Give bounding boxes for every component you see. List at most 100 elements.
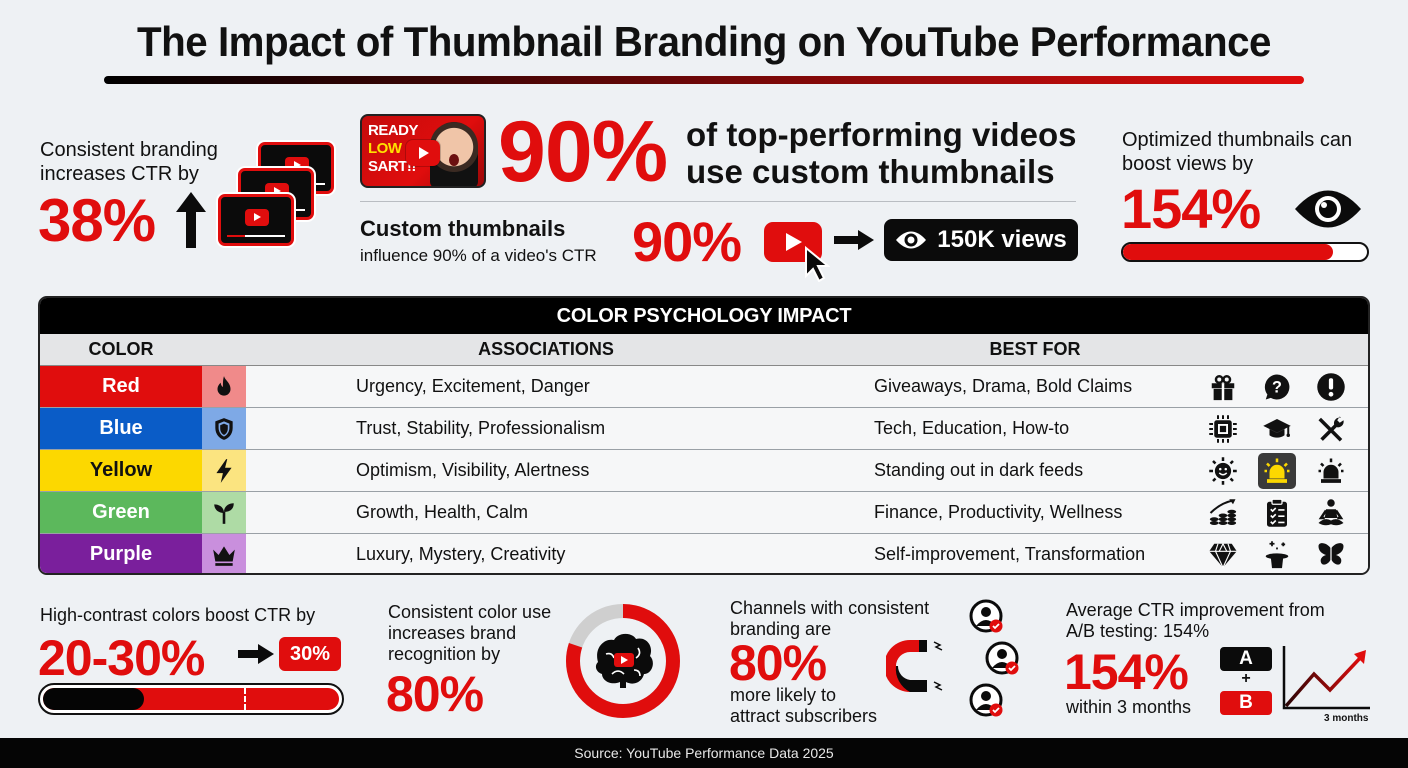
optimized-views-value: 154% xyxy=(1121,177,1261,240)
color-icon-cell xyxy=(202,408,246,449)
views-label: 150K views xyxy=(937,226,1067,253)
associations-cell: Optimism, Visibility, Alertness xyxy=(356,460,590,480)
coins-growth-icon-cell xyxy=(1204,495,1242,531)
subscribers-label: Channels with consistent branding are xyxy=(730,598,930,639)
high-contrast-value: 20-30% xyxy=(38,630,205,686)
eye-icon xyxy=(1295,190,1361,228)
views-badge: 150K views xyxy=(884,219,1078,261)
color-icon-cell xyxy=(202,492,246,533)
diamond-icon xyxy=(1209,541,1237,569)
subscriber-users-icon xyxy=(969,599,1019,717)
best-for-icons xyxy=(1204,537,1350,573)
youtube-play-cursor-icon xyxy=(764,222,830,282)
title-underline xyxy=(104,76,1304,84)
consistent-branding-value: 38% xyxy=(38,187,156,254)
ab-testing-value: 154% xyxy=(1064,644,1189,700)
header-color: COLOR xyxy=(88,339,154,359)
contrast-progress-bar xyxy=(38,683,344,715)
color-name: Green xyxy=(92,501,150,523)
butterfly-icon xyxy=(1318,542,1344,565)
table-row: Red Urgency, Excitement, Danger Giveaway… xyxy=(40,366,1368,408)
graduation-cap-icon-cell xyxy=(1258,411,1296,447)
subscribers-value: 80% xyxy=(729,635,827,691)
stacked-video-thumbnails-icon xyxy=(218,142,334,250)
top-videos-value: 90% xyxy=(498,104,668,200)
best-for-cell: Giveaways, Drama, Bold Claims xyxy=(874,376,1133,396)
variant-a: A xyxy=(1220,647,1272,671)
fire-icon xyxy=(217,375,231,396)
top-videos-text: of top-performing videos use custom thum… xyxy=(686,116,1077,190)
ctr-influence-subtitle: influence 90% of a video's CTR xyxy=(360,246,597,265)
color-name: Red xyxy=(102,375,140,397)
best-for-cell: Tech, Education, How-to xyxy=(874,418,1070,438)
associations-cell: Urgency, Excitement, Danger xyxy=(356,376,590,396)
clipboard-checklist-icon xyxy=(1267,498,1287,527)
shield-icon xyxy=(215,417,233,440)
example-thumbnail: READY LOW SART!! xyxy=(360,114,486,188)
high-contrast-label: High-contrast colors boost CTR by xyxy=(40,605,316,625)
brand-recognition-label: Consistent color use increases brand rec… xyxy=(388,602,552,664)
associations-cell: Growth, Health, Calm xyxy=(356,502,529,522)
meditation-icon xyxy=(1318,498,1344,525)
color-icon-cell xyxy=(202,450,246,491)
magic-hat-icon-cell xyxy=(1258,537,1296,573)
tools-icon xyxy=(1318,416,1344,441)
gift-icon xyxy=(1211,374,1235,401)
siren-icon-cell xyxy=(1258,452,1296,489)
best-for-cell: Self-improvement, Transformation xyxy=(874,544,1146,564)
best-for-icons xyxy=(1204,495,1350,531)
page-title: The Impact of Thumbnail Branding on YouT… xyxy=(136,18,1272,65)
brand-recognition-value: 80% xyxy=(386,666,484,722)
color-psychology-table: COLOR PSYCHOLOGY IMPACT COLOR ASSOCIATIO… xyxy=(38,296,1370,575)
table-row: Green Growth, Health, Calm Finance, Prod… xyxy=(40,492,1368,534)
consistent-branding-label: Consistent branding increases CTR by xyxy=(40,138,218,186)
sun-face-icon xyxy=(1209,456,1237,485)
diamond-icon-cell xyxy=(1204,537,1242,573)
alarm-light-icon xyxy=(1318,458,1344,483)
trend-axis-label: 3 months xyxy=(1324,713,1369,724)
magic-hat-icon xyxy=(1265,540,1289,568)
divider xyxy=(360,201,1076,202)
progress-marker xyxy=(244,688,247,710)
color-icon-cell xyxy=(202,534,246,573)
chip-icon xyxy=(1209,414,1237,443)
optimized-views-label: Optimized thumbnails can boost views by xyxy=(1122,129,1353,175)
clipboard-checklist-icon-cell xyxy=(1258,495,1296,531)
crown-icon xyxy=(213,545,235,566)
siren-icon xyxy=(1264,458,1290,483)
trend-up-chart-icon xyxy=(1282,646,1370,710)
table-title: COLOR PSYCHOLOGY IMPACT xyxy=(40,298,1368,334)
table-header: COLOR ASSOCIATIONS BEST FOR xyxy=(40,334,1368,366)
color-name: Blue xyxy=(99,417,143,439)
eye-icon xyxy=(896,231,927,249)
brain-donut-chart xyxy=(566,604,680,718)
color-swatch: Green xyxy=(40,492,202,533)
high-contrast-badge: 30% xyxy=(279,637,341,671)
source-footer: Source: YouTube Performance Data 2025 xyxy=(0,738,1408,768)
arrow-right-icon xyxy=(834,230,874,250)
best-for-icons: ? xyxy=(1204,369,1350,405)
color-name: Yellow xyxy=(89,459,153,481)
best-for-icons xyxy=(1204,452,1350,489)
svg-text:?: ? xyxy=(1272,378,1282,396)
brain-icon xyxy=(595,633,653,688)
best-for-icons xyxy=(1204,411,1350,447)
tools-icon-cell xyxy=(1312,411,1350,447)
meditation-icon-cell xyxy=(1312,495,1350,531)
ctr-influence-value: 90% xyxy=(632,210,742,273)
coins-growth-icon xyxy=(1209,498,1237,525)
question-bubble-icon: ? xyxy=(1264,374,1290,399)
arrow-right-icon xyxy=(238,644,274,664)
butterfly-icon-cell xyxy=(1312,537,1350,573)
associations-cell: Luxury, Mystery, Creativity xyxy=(356,544,566,564)
thumbnail-text: READY LOW SART!! xyxy=(368,122,419,175)
question-bubble-icon-cell: ? xyxy=(1258,369,1296,405)
color-swatch: Yellow xyxy=(40,450,202,491)
color-name: Purple xyxy=(89,543,153,565)
lightning-icon xyxy=(216,458,232,483)
associations-cell: Trust, Stability, Professionalism xyxy=(356,418,606,438)
alarm-light-icon-cell xyxy=(1312,453,1350,489)
up-arrow-icon xyxy=(176,192,206,248)
best-for-cell: Standing out in dark feeds xyxy=(874,460,1084,480)
table-row: Yellow Optimism, Visibility, Alertness S… xyxy=(40,450,1368,492)
